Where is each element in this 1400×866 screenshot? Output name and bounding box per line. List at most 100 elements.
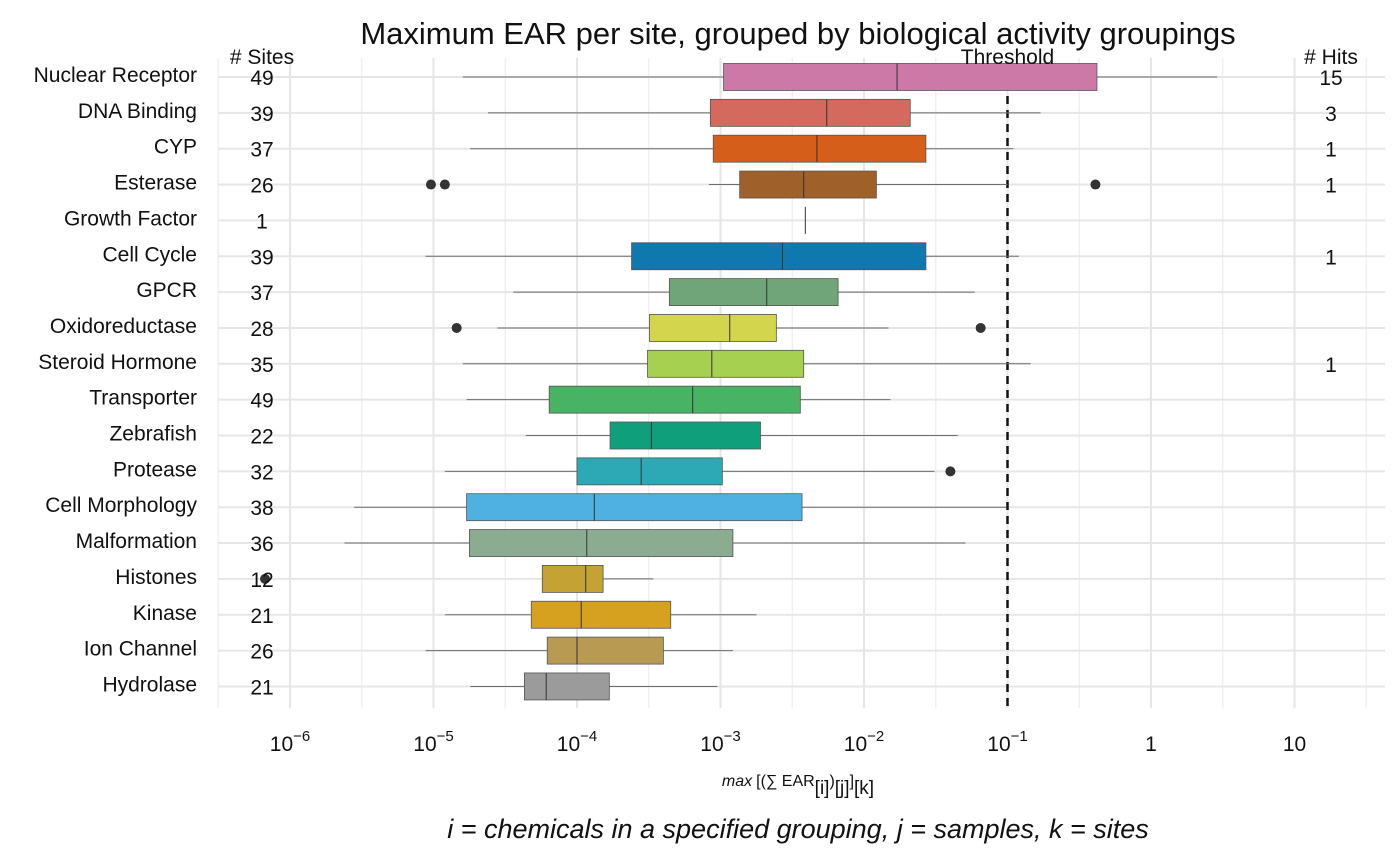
sites-count: 37 [250,139,273,162]
box-group [513,278,975,307]
category-label: DNA Binding [78,100,197,123]
sites-count: 22 [250,426,273,449]
sites-count: 21 [250,676,273,699]
sites-count: 39 [250,103,273,126]
hits-count: 1 [1325,139,1337,162]
x-tick-label: 10−6 [270,728,310,756]
outlier-point [260,573,271,584]
sites-count: 12 [250,569,273,592]
box-group [488,98,1041,127]
box-layer [260,63,1218,701]
x-label-mid: ) [829,773,834,790]
category-label: CYP [154,136,197,159]
box [739,170,877,199]
box-group [470,672,718,701]
sites-count: 21 [250,605,273,628]
hits-count: 15 [1319,67,1342,90]
x-tick-base: 10 [270,733,293,756]
box-group [354,493,1007,522]
x-axis-label: max [(∑ EAR[i])[j]][k] [722,773,874,799]
box [647,349,805,378]
box-group [525,421,958,450]
x-tick-base: 10 [413,733,436,756]
x-tick-label: 10−2 [844,728,884,756]
chart-title: Maximum EAR per site, grouped by biologi… [360,16,1235,51]
category-label: Growth Factor [64,207,197,230]
sites-count: 49 [250,67,273,90]
category-label: Kinase [133,602,197,625]
x-tick-base: 10 [1283,733,1306,756]
category-label: Hydrolase [102,673,197,696]
outlier-point [451,322,462,333]
hits-count: 3 [1325,103,1337,126]
box-group [466,385,891,414]
threshold-label: Threshold [961,46,1054,69]
box-group [444,457,956,486]
box [546,636,664,665]
box [609,421,761,450]
box-group [451,314,986,342]
x-tick-exponent: −6 [293,728,310,745]
category-label: Cell Morphology [45,494,197,517]
outlier-point [1090,179,1101,190]
sites-count: 39 [250,246,273,269]
sites-count: 38 [250,497,273,520]
box-group [462,63,1218,91]
x-label-open: [(∑ EAR [756,773,815,790]
box-group [260,565,654,593]
box [723,63,1098,91]
box [524,672,610,701]
x-tick-exponent: −2 [867,728,884,745]
x-label-prefix: max [722,773,753,790]
sites-count: 32 [250,461,273,484]
x-label-sub-i: [i] [815,778,830,799]
x-tick-base: 10 [987,733,1010,756]
box [548,385,801,414]
box [469,529,734,557]
outlier-point [425,179,436,190]
box-group [470,134,1014,163]
sites-header: # Sites [230,46,294,69]
sites-count: 26 [250,641,273,664]
outlier-point [439,179,450,190]
sites-count: 49 [250,390,273,413]
x-tick-label: 1 [1145,733,1157,756]
box [649,314,777,342]
box-group [425,636,733,665]
sites-count: 28 [250,318,273,341]
box [530,600,672,629]
x-tick-label: 10−4 [557,728,597,756]
category-label: Esterase [114,172,197,195]
category-label: Protease [113,458,197,481]
x-label-sub-k: [k] [854,778,874,799]
x-tick-exponent: −3 [724,728,741,745]
box-group [444,600,757,629]
x-tick-label: 10−5 [413,728,453,756]
category-label: Ion Channel [84,638,197,661]
label-layer: Nuclear Receptor 49 15 DNA Binding 39 3 CYP 37 1… [34,64,1343,699]
box-group [462,349,1031,378]
outlier-point [975,322,986,333]
box-group [344,529,966,557]
x-axis-subtitle: i = chemicals in a specified grouping, j… [447,814,1149,844]
x-tick-base: 1 [1145,733,1157,756]
category-label: Steroid Hormone [38,351,197,374]
box [712,134,927,163]
x-tick-label: 10−3 [700,728,740,756]
box [709,98,911,127]
sites-count: 35 [250,354,273,377]
sites-count: 1 [256,210,268,233]
box-group [425,242,1019,271]
x-tick-exponent: −1 [1011,728,1028,745]
box [576,457,723,486]
hits-count: 1 [1325,175,1337,198]
x-tick-exponent: −4 [580,728,597,745]
x-label-close: ] [850,773,854,790]
x-tick-label: 10−1 [987,728,1027,756]
sites-count: 26 [250,175,273,198]
hits-header: # Hits [1304,46,1358,69]
box [541,565,604,593]
category-label: Nuclear Receptor [34,64,197,87]
category-label: Malformation [76,530,197,553]
